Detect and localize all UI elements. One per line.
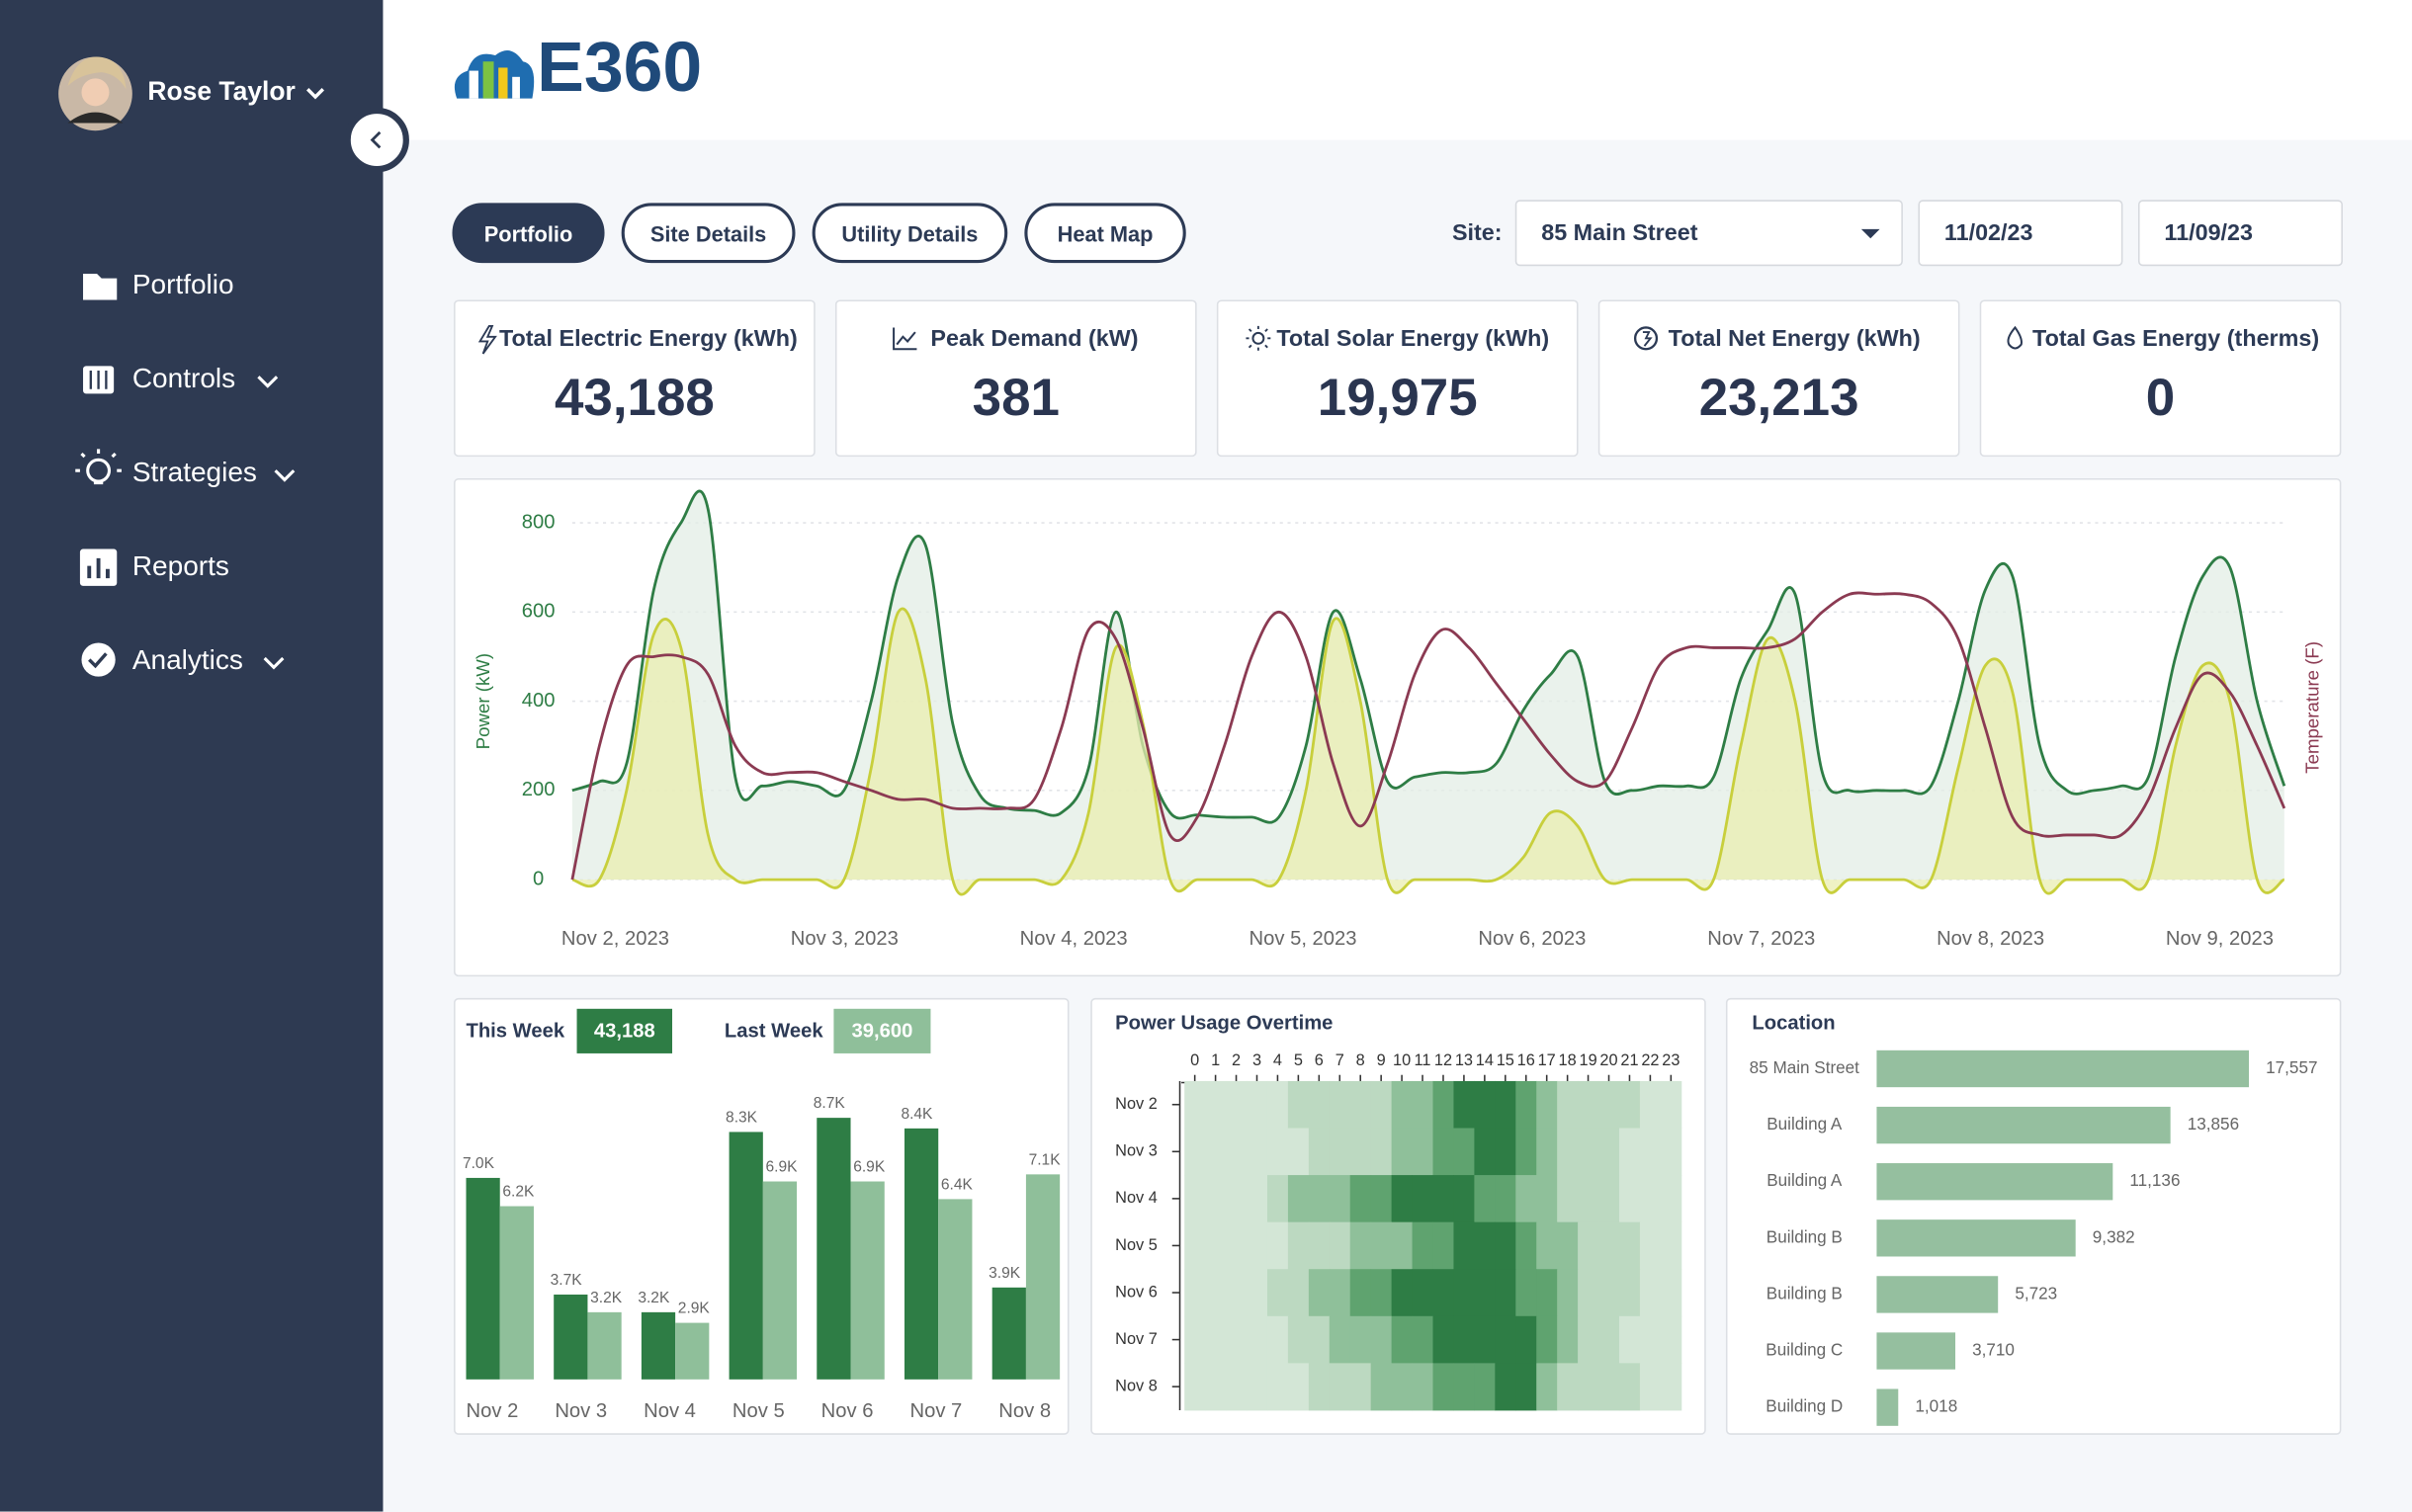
user-name[interactable]: Rose Taylor [147, 76, 296, 107]
site-label: Site: [1451, 219, 1503, 246]
tab[interactable]: Portfolio [452, 203, 605, 264]
nav-item[interactable]: Controls [131, 363, 236, 394]
kpi-card: Total Net Energy (kWh) 23,213 [1597, 299, 1960, 458]
weekly-chart-panel [454, 997, 1070, 1435]
site-select[interactable]: 85 Main Street [1514, 200, 1903, 267]
kpi-label: Total Gas Energy (therms) [2032, 325, 2320, 353]
tab[interactable]: Heat Map [1024, 203, 1186, 264]
kpi-value: 23,213 [1698, 369, 1859, 428]
nav-item[interactable]: Reports [131, 550, 229, 582]
kpi-label: Total Solar Energy (kWh) [1276, 325, 1550, 353]
kpi-card: Total Gas Energy (therms) 0 [1979, 299, 2342, 458]
kpi-card: Total Solar Energy (kWh) 19,975 [1216, 299, 1579, 458]
heatmap-panel [1090, 997, 1706, 1435]
sidebar: Rose Taylor Portfolio Controls Strategie… [0, 0, 384, 1512]
kpi-label: Peak Demand (kW) [930, 325, 1139, 353]
kpi-value: 0 [2145, 369, 2176, 428]
kpi-label: Total Electric Energy (kWh) [499, 325, 798, 353]
kpi-card: Total Electric Energy (kWh) 43,188 [454, 299, 816, 458]
tab[interactable]: Site Details [621, 203, 796, 264]
kpi-value: 19,975 [1317, 369, 1478, 428]
kpi-value: 381 [972, 369, 1060, 428]
location-panel [1725, 997, 2342, 1435]
header [383, 0, 2412, 140]
kpi-card: Peak Demand (kW) 381 [834, 299, 1197, 458]
power-chart-panel [454, 477, 2342, 977]
kpi-value: 43,188 [554, 369, 715, 428]
start-date[interactable]: 11/02/23 [1918, 200, 2123, 267]
end-date[interactable]: 11/09/23 [2137, 200, 2343, 267]
kpi-label: Total Net Energy (kWh) [1668, 325, 1921, 353]
nav-item[interactable]: Analytics [131, 644, 243, 676]
nav-item[interactable]: Portfolio [131, 269, 234, 300]
tab[interactable]: Utility Details [812, 203, 1008, 264]
nav-item[interactable]: Strategies [131, 457, 257, 488]
